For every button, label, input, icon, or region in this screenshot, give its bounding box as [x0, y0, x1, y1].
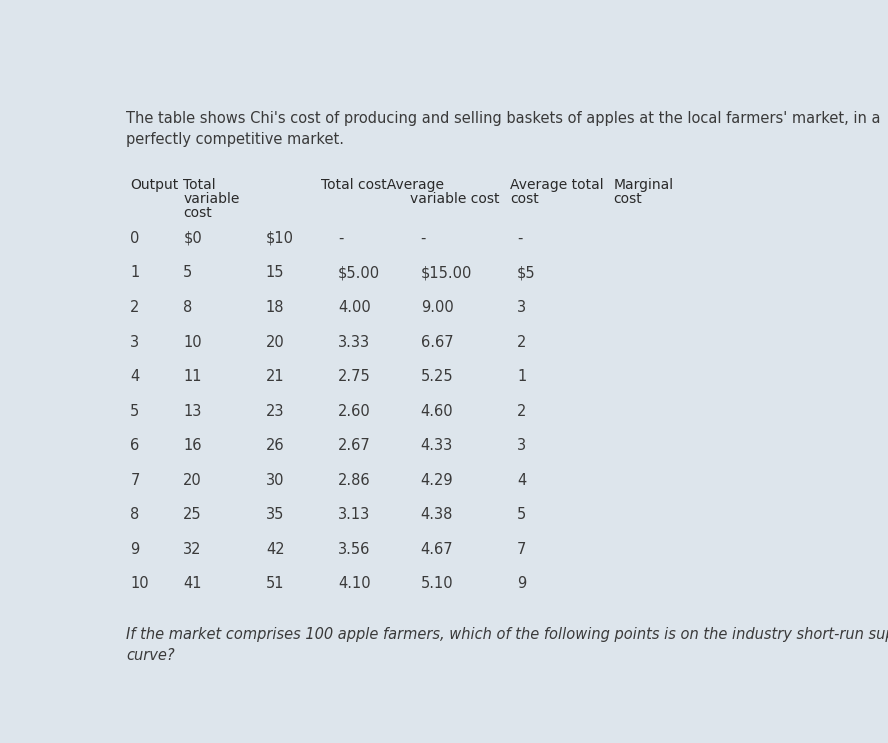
Text: 23: 23 — [266, 403, 284, 418]
Text: 16: 16 — [183, 438, 202, 453]
Text: 32: 32 — [183, 542, 202, 557]
Text: $15.00: $15.00 — [421, 265, 472, 280]
Text: 6.67: 6.67 — [421, 334, 453, 349]
Text: 25: 25 — [183, 507, 202, 522]
Text: 0: 0 — [131, 231, 139, 246]
Text: variable cost: variable cost — [410, 192, 500, 206]
Text: 4.10: 4.10 — [338, 577, 370, 591]
Text: 3: 3 — [131, 334, 139, 349]
Text: 3: 3 — [517, 300, 527, 315]
Text: 5: 5 — [183, 265, 193, 280]
Text: 7: 7 — [517, 542, 527, 557]
Text: If the market comprises 100 apple farmers, which of the following points is on t: If the market comprises 100 apple farmer… — [126, 627, 888, 663]
Text: cost: cost — [183, 206, 212, 220]
Text: 21: 21 — [266, 369, 284, 384]
Text: -: - — [338, 231, 344, 246]
Text: 4.33: 4.33 — [421, 438, 453, 453]
Text: 10: 10 — [131, 577, 149, 591]
Text: 13: 13 — [183, 403, 202, 418]
Text: 26: 26 — [266, 438, 284, 453]
Text: 8: 8 — [183, 300, 193, 315]
Text: 2.60: 2.60 — [338, 403, 371, 418]
Text: 3.33: 3.33 — [338, 334, 370, 349]
Text: variable: variable — [183, 192, 240, 206]
Text: 5.25: 5.25 — [421, 369, 453, 384]
Text: 9.00: 9.00 — [421, 300, 454, 315]
Text: 2.75: 2.75 — [338, 369, 371, 384]
Text: cost: cost — [614, 192, 642, 206]
Text: Average total: Average total — [510, 178, 604, 192]
Text: 51: 51 — [266, 577, 284, 591]
Text: 4.67: 4.67 — [421, 542, 453, 557]
Text: 42: 42 — [266, 542, 284, 557]
Text: 2.86: 2.86 — [338, 473, 370, 487]
Text: 4: 4 — [517, 473, 527, 487]
Text: 5: 5 — [131, 403, 139, 418]
Text: 4: 4 — [131, 369, 139, 384]
Text: 1: 1 — [131, 265, 139, 280]
Text: 2: 2 — [517, 403, 527, 418]
Text: 4.60: 4.60 — [421, 403, 453, 418]
Text: 9: 9 — [517, 577, 527, 591]
Text: $0: $0 — [183, 231, 202, 246]
Text: cost: cost — [510, 192, 539, 206]
Text: 3.56: 3.56 — [338, 542, 370, 557]
Text: 20: 20 — [183, 473, 202, 487]
Text: 4.29: 4.29 — [421, 473, 453, 487]
Text: 11: 11 — [183, 369, 202, 384]
Text: 7: 7 — [131, 473, 139, 487]
Text: Total costAverage: Total costAverage — [321, 178, 444, 192]
Text: 30: 30 — [266, 473, 284, 487]
Text: 4.00: 4.00 — [338, 300, 371, 315]
Text: 10: 10 — [183, 334, 202, 349]
Text: 2.67: 2.67 — [338, 438, 371, 453]
Text: 41: 41 — [183, 577, 202, 591]
Text: Marginal: Marginal — [614, 178, 673, 192]
Text: The table shows Chi's cost of producing and selling baskets of apples at the loc: The table shows Chi's cost of producing … — [126, 111, 881, 147]
Text: 4.38: 4.38 — [421, 507, 453, 522]
Text: 8: 8 — [131, 507, 139, 522]
Text: -: - — [517, 231, 522, 246]
Text: 2: 2 — [517, 334, 527, 349]
Text: $5.00: $5.00 — [338, 265, 380, 280]
Text: 3: 3 — [517, 438, 527, 453]
Text: 1: 1 — [517, 369, 527, 384]
Text: 9: 9 — [131, 542, 139, 557]
Text: Total: Total — [183, 178, 216, 192]
Text: 35: 35 — [266, 507, 284, 522]
Text: 18: 18 — [266, 300, 284, 315]
Text: 15: 15 — [266, 265, 284, 280]
Text: -: - — [421, 231, 426, 246]
Text: 5: 5 — [517, 507, 527, 522]
Text: Output: Output — [131, 178, 178, 192]
Text: $5: $5 — [517, 265, 535, 280]
Text: 20: 20 — [266, 334, 284, 349]
Text: 6: 6 — [131, 438, 139, 453]
Text: $10: $10 — [266, 231, 294, 246]
Text: 2: 2 — [131, 300, 139, 315]
Text: 3.13: 3.13 — [338, 507, 370, 522]
Text: 5.10: 5.10 — [421, 577, 453, 591]
